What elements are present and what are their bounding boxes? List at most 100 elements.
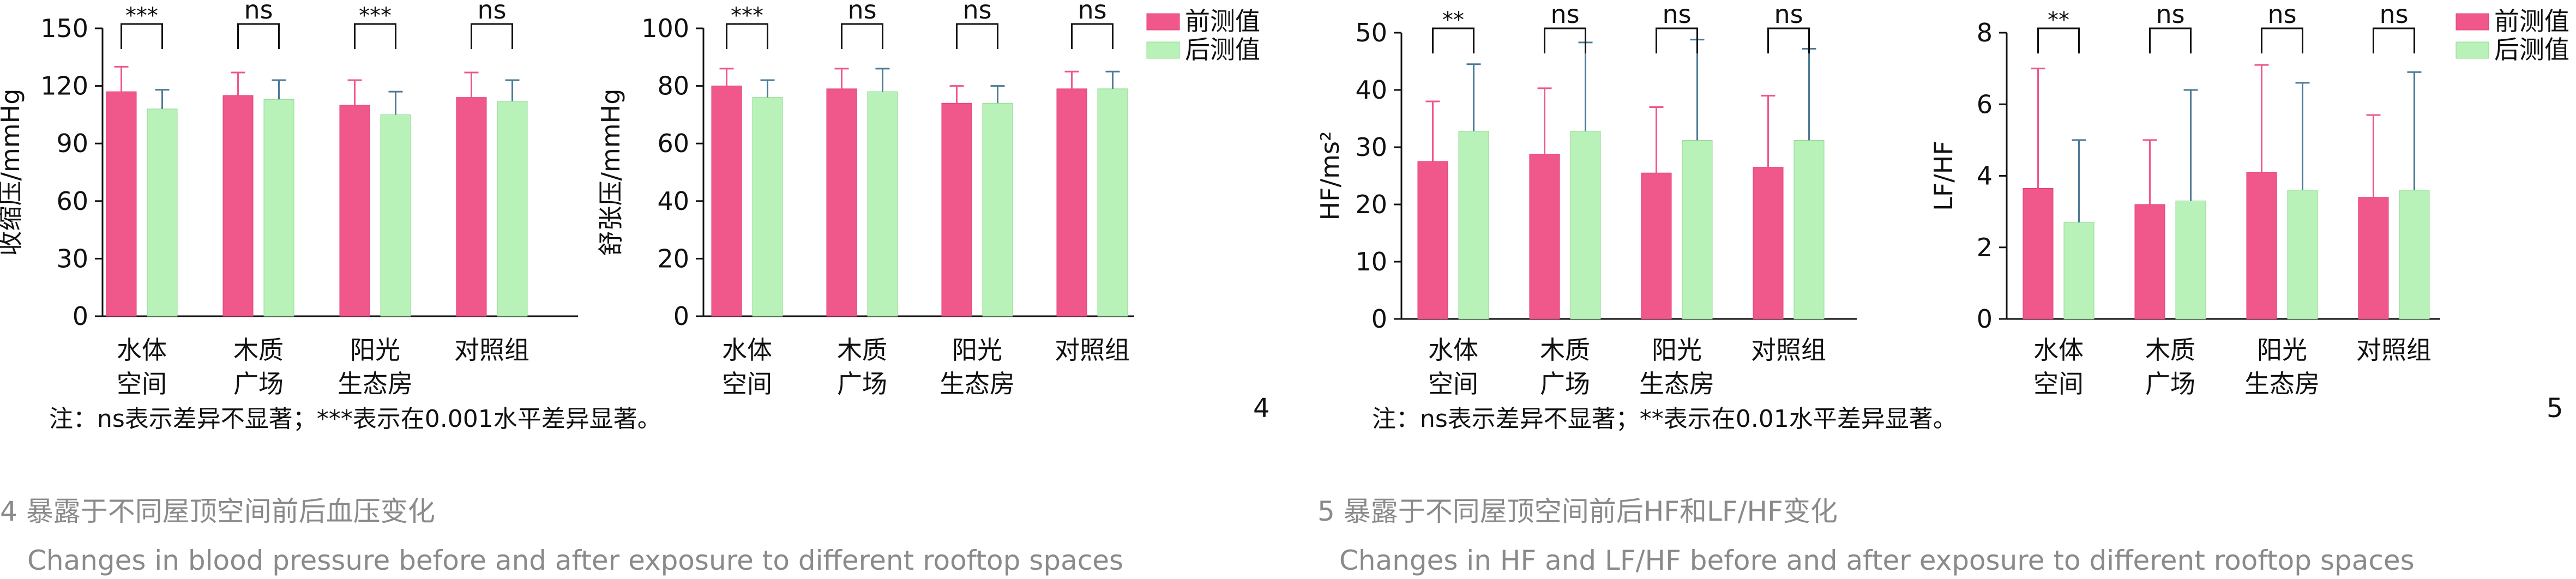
significance-bracket bbox=[2037, 27, 2080, 53]
x-category-label: 广场 bbox=[1540, 369, 1590, 399]
y-tick-label: 10 bbox=[1355, 247, 1387, 276]
significance-label: ** bbox=[1442, 8, 1464, 33]
significance-label: ns bbox=[962, 0, 991, 25]
x-category-label: 生态房 bbox=[2244, 369, 2320, 399]
x-category-label: 水体 bbox=[1428, 335, 1478, 365]
significance-bracket bbox=[121, 23, 163, 49]
x-category-label: 生态房 bbox=[1639, 369, 1714, 399]
bar-before bbox=[456, 97, 487, 317]
y-tick-label: 0 bbox=[673, 301, 689, 331]
significance-bracket bbox=[471, 23, 513, 49]
x-category-label: 广场 bbox=[233, 369, 284, 399]
significance-label: ns bbox=[2379, 0, 2408, 29]
significance-label: *** bbox=[359, 3, 392, 28]
bar-before bbox=[2134, 204, 2165, 319]
y-tick-label: 40 bbox=[657, 186, 689, 216]
bar-before bbox=[1753, 167, 1784, 319]
x-category-label: 水体 bbox=[117, 335, 167, 365]
y-tick-label: 60 bbox=[56, 186, 88, 216]
significance-label: *** bbox=[125, 3, 158, 28]
significance-label: ns bbox=[1550, 0, 1579, 29]
bar-after bbox=[2287, 190, 2318, 319]
bar-after bbox=[1682, 140, 1713, 319]
legend-label: 前测值 bbox=[1185, 7, 1260, 36]
x-category-label: 对照组 bbox=[454, 335, 529, 365]
significance-bracket bbox=[2373, 27, 2415, 53]
legend-swatch bbox=[1146, 13, 1180, 31]
legend-label: 后测值 bbox=[2494, 35, 2569, 64]
bar-before bbox=[1641, 172, 1672, 319]
figure-5-number: 5 bbox=[2547, 393, 2563, 424]
x-category-label: 对照组 bbox=[1751, 335, 1826, 365]
y-tick-label: 30 bbox=[56, 244, 88, 273]
y-tick-label: 50 bbox=[1355, 18, 1387, 47]
bar-after bbox=[752, 97, 783, 317]
charts-group: 0306090120150收缩压/mmHg***水体空间ns木质广场***阳光生… bbox=[0, 0, 2569, 399]
significance-label: ns bbox=[847, 0, 876, 25]
y-tick-label: 8 bbox=[1977, 18, 1993, 47]
y-tick-label: 40 bbox=[1355, 75, 1387, 105]
bar-before bbox=[711, 86, 742, 317]
significance-bracket bbox=[1071, 23, 1114, 49]
bar-before bbox=[2023, 188, 2054, 319]
bar-after bbox=[1458, 131, 1489, 319]
y-tick-label: 0 bbox=[73, 301, 88, 331]
bar-after bbox=[1097, 88, 1128, 317]
significance-label: ns bbox=[2156, 0, 2184, 29]
significance-label: ns bbox=[1774, 0, 1803, 29]
significance-label: ns bbox=[1078, 0, 1106, 25]
significance-bracket bbox=[1544, 27, 1586, 53]
legend-label: 后测值 bbox=[1185, 35, 1260, 64]
significance-bracket bbox=[354, 23, 396, 49]
bar-after bbox=[380, 114, 411, 317]
bar-before bbox=[941, 102, 972, 317]
x-category-label: 水体 bbox=[722, 335, 772, 365]
significance-bracket bbox=[1432, 27, 1474, 53]
x-category-label: 阳光 bbox=[952, 335, 1002, 365]
bar-before bbox=[1417, 161, 1448, 319]
significance-bracket bbox=[956, 23, 998, 49]
legend-swatch bbox=[1146, 41, 1180, 59]
significance-bracket bbox=[841, 23, 883, 49]
significance-bracket bbox=[237, 23, 280, 49]
bar-after bbox=[867, 91, 898, 317]
y-tick-label: 150 bbox=[40, 14, 88, 43]
x-category-label: 广场 bbox=[837, 369, 887, 399]
bar-before bbox=[826, 88, 857, 317]
significance-label: ** bbox=[2048, 8, 2069, 33]
bar-before bbox=[339, 105, 370, 317]
figure-5-caption-cn: 5 暴露于不同屋顶空间前后HF和LF/HF变化 bbox=[1317, 496, 1838, 527]
x-category-label: 空间 bbox=[722, 369, 772, 399]
y-tick-label: 30 bbox=[1355, 132, 1387, 162]
significance-bracket bbox=[2261, 27, 2303, 53]
y-tick-label: 90 bbox=[56, 129, 88, 158]
significance-bracket bbox=[2149, 27, 2192, 53]
y-tick-label: 0 bbox=[1371, 304, 1387, 334]
significance-label: ns bbox=[1662, 0, 1691, 29]
figure-5-caption-en: Changes in HF and LF/HF before and after… bbox=[1339, 545, 2415, 576]
y-tick-label: 80 bbox=[657, 71, 689, 101]
y-tick-label: 100 bbox=[641, 14, 689, 43]
significance-bracket bbox=[726, 23, 768, 49]
bar-before bbox=[2358, 197, 2389, 319]
bar-after bbox=[982, 102, 1013, 317]
figure-4-number: 4 bbox=[1253, 393, 1270, 424]
x-category-label: 木质 bbox=[2145, 335, 2195, 365]
x-category-label: 阳光 bbox=[1652, 335, 1702, 365]
figure-4-caption-en: Changes in blood pressure before and aft… bbox=[27, 545, 1123, 576]
y-tick-label: 6 bbox=[1977, 89, 1993, 119]
significance-bracket bbox=[1767, 27, 1810, 53]
significance-label: ns bbox=[244, 0, 273, 25]
bar-after bbox=[2175, 200, 2206, 319]
x-category-label: 空间 bbox=[2033, 369, 2084, 399]
bar-before bbox=[222, 95, 254, 317]
bar-before bbox=[2246, 172, 2277, 319]
x-category-label: 木质 bbox=[1540, 335, 1590, 365]
y-tick-label: 20 bbox=[1355, 190, 1387, 219]
x-category-label: 阳光 bbox=[2257, 335, 2307, 365]
figure-4-caption-cn: 4 暴露于不同屋顶空间前后血压变化 bbox=[0, 496, 435, 527]
